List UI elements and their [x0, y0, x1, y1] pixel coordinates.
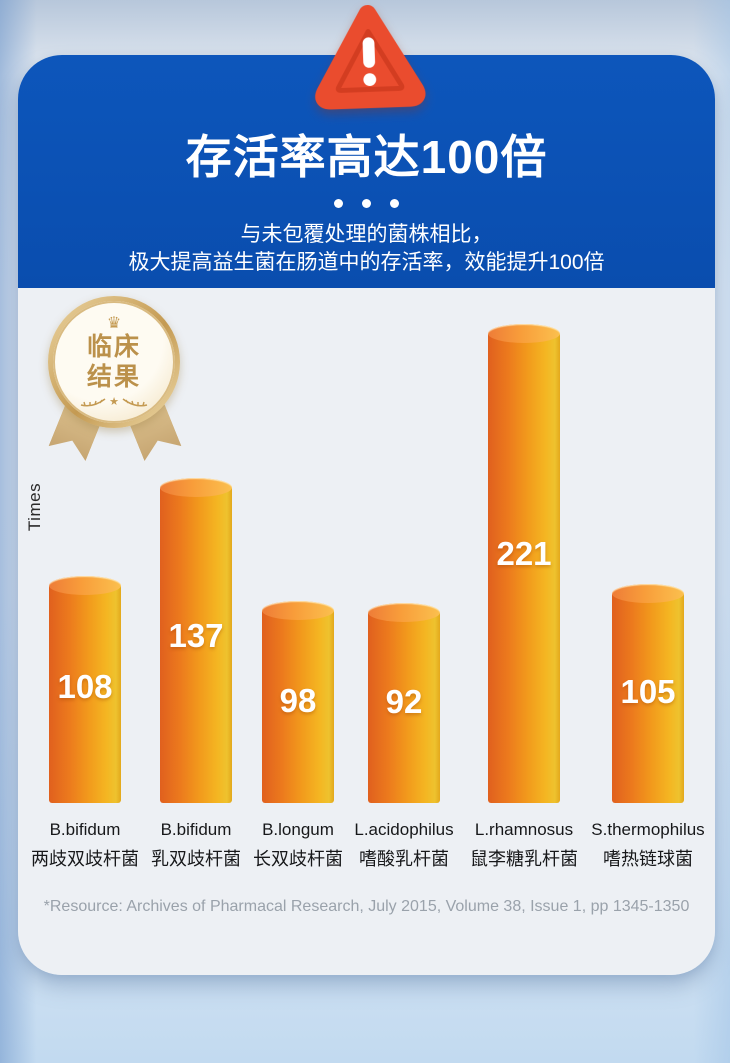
- badge-text-line-2: 结果: [86, 362, 141, 391]
- source-citation: *Resource: Archives of Pharmacal Researc…: [43, 898, 690, 915]
- category-latin-name: B.bifidum: [160, 820, 232, 839]
- category-latin-name: L.acidophilus: [354, 820, 454, 839]
- bar-value-label: 221: [496, 534, 552, 572]
- header-section: 存活率高达100倍 与未包覆处理的菌株相比， 极大提高益生菌在肠道中的存活率，效…: [18, 55, 715, 288]
- crown-icon: ♛: [106, 315, 122, 332]
- bar-value-label: 137: [168, 616, 224, 654]
- exclamation-dot: [363, 73, 377, 86]
- bar-top-ellipse: [262, 601, 334, 620]
- warning-triangle-icon: [315, 4, 426, 110]
- category-label: L.rhamnosus 鼠李糖乳杆菌: [452, 820, 596, 871]
- bar-top-ellipse: [488, 324, 560, 343]
- category-chinese-name: 鼠李糖乳杆菌: [470, 849, 578, 869]
- dot-icon: [390, 199, 399, 208]
- category-latin-name: S.thermophilus: [591, 820, 705, 839]
- chart-panel: ♛ 临床 结果 ★: [18, 288, 715, 975]
- category-chinese-name: 两歧双歧杆菌: [31, 849, 139, 869]
- bar-value-label: 92: [385, 682, 423, 720]
- category-latin-name: B.longum: [262, 820, 334, 839]
- bar-cylinder: 92: [368, 603, 440, 803]
- laurel-left-icon: [80, 398, 106, 407]
- medal-ring: ♛ 临床 结果 ★: [48, 296, 180, 428]
- clinical-results-badge: ♛ 临床 结果 ★: [46, 296, 184, 464]
- bar-top-ellipse: [368, 603, 440, 622]
- bar-top-ellipse: [160, 478, 232, 497]
- subtitle-line-2: 极大提高益生菌在肠道中的存活率，效能提升100倍: [128, 250, 605, 274]
- bar-cylinder: 108: [49, 576, 121, 803]
- bar-cylinder: 98: [262, 601, 334, 803]
- page-title: 存活率高达100倍: [185, 131, 548, 183]
- exclamation-bar: [362, 37, 376, 68]
- bar-value-label: 108: [57, 668, 113, 706]
- content-card: 存活率高达100倍 与未包覆处理的菌株相比， 极大提高益生菌在肠道中的存活率，效…: [18, 55, 715, 975]
- laurel-decoration: ★: [80, 396, 148, 408]
- category-latin-name: B.bifidum: [49, 820, 121, 839]
- category-label: B.longum 长双歧杆菌: [226, 820, 370, 871]
- y-axis-label: Times: [25, 482, 44, 532]
- laurel-right-icon: [122, 398, 148, 407]
- dot-icon: [362, 199, 371, 208]
- dot-icon: [334, 199, 343, 208]
- category-label: B.bifidum 乳双歧杆菌: [124, 820, 268, 871]
- category-chinese-name: 乳双歧杆菌: [151, 849, 241, 869]
- category-chinese-name: 嗜酸乳杆菌: [359, 849, 449, 869]
- bar-value-label: 105: [620, 672, 676, 710]
- subtitle: 与未包覆处理的菌株相比， 极大提高益生菌在肠道中的存活率，效能提升100倍: [18, 221, 715, 277]
- category-label: B.bifidum 两歧双歧杆菌: [18, 820, 157, 871]
- bar-value-label: 98: [279, 681, 317, 719]
- star-icon: ★: [109, 395, 119, 408]
- subtitle-line-1: 与未包覆处理的菌株相比，: [240, 223, 493, 246]
- bar-cylinder: 137: [160, 478, 232, 803]
- bar-cylinder: 105: [612, 584, 684, 803]
- bar-cylinder: 221: [488, 324, 560, 803]
- badge-text-line-1: 临床: [86, 333, 141, 361]
- bar-top-ellipse: [612, 584, 684, 603]
- medal-face: ♛ 临床 结果 ★: [53, 301, 175, 423]
- category-label: L.acidophilus 嗜酸乳杆菌: [332, 820, 476, 871]
- category-chinese-name: 嗜热链球菌: [603, 849, 693, 869]
- category-label: S.thermophilus 嗜热链球菌: [576, 820, 715, 871]
- category-chinese-name: 长双歧杆菌: [253, 849, 343, 869]
- category-latin-name: L.rhamnosus: [474, 820, 574, 839]
- title-divider-dots: [18, 199, 715, 208]
- bar-top-ellipse: [49, 576, 121, 595]
